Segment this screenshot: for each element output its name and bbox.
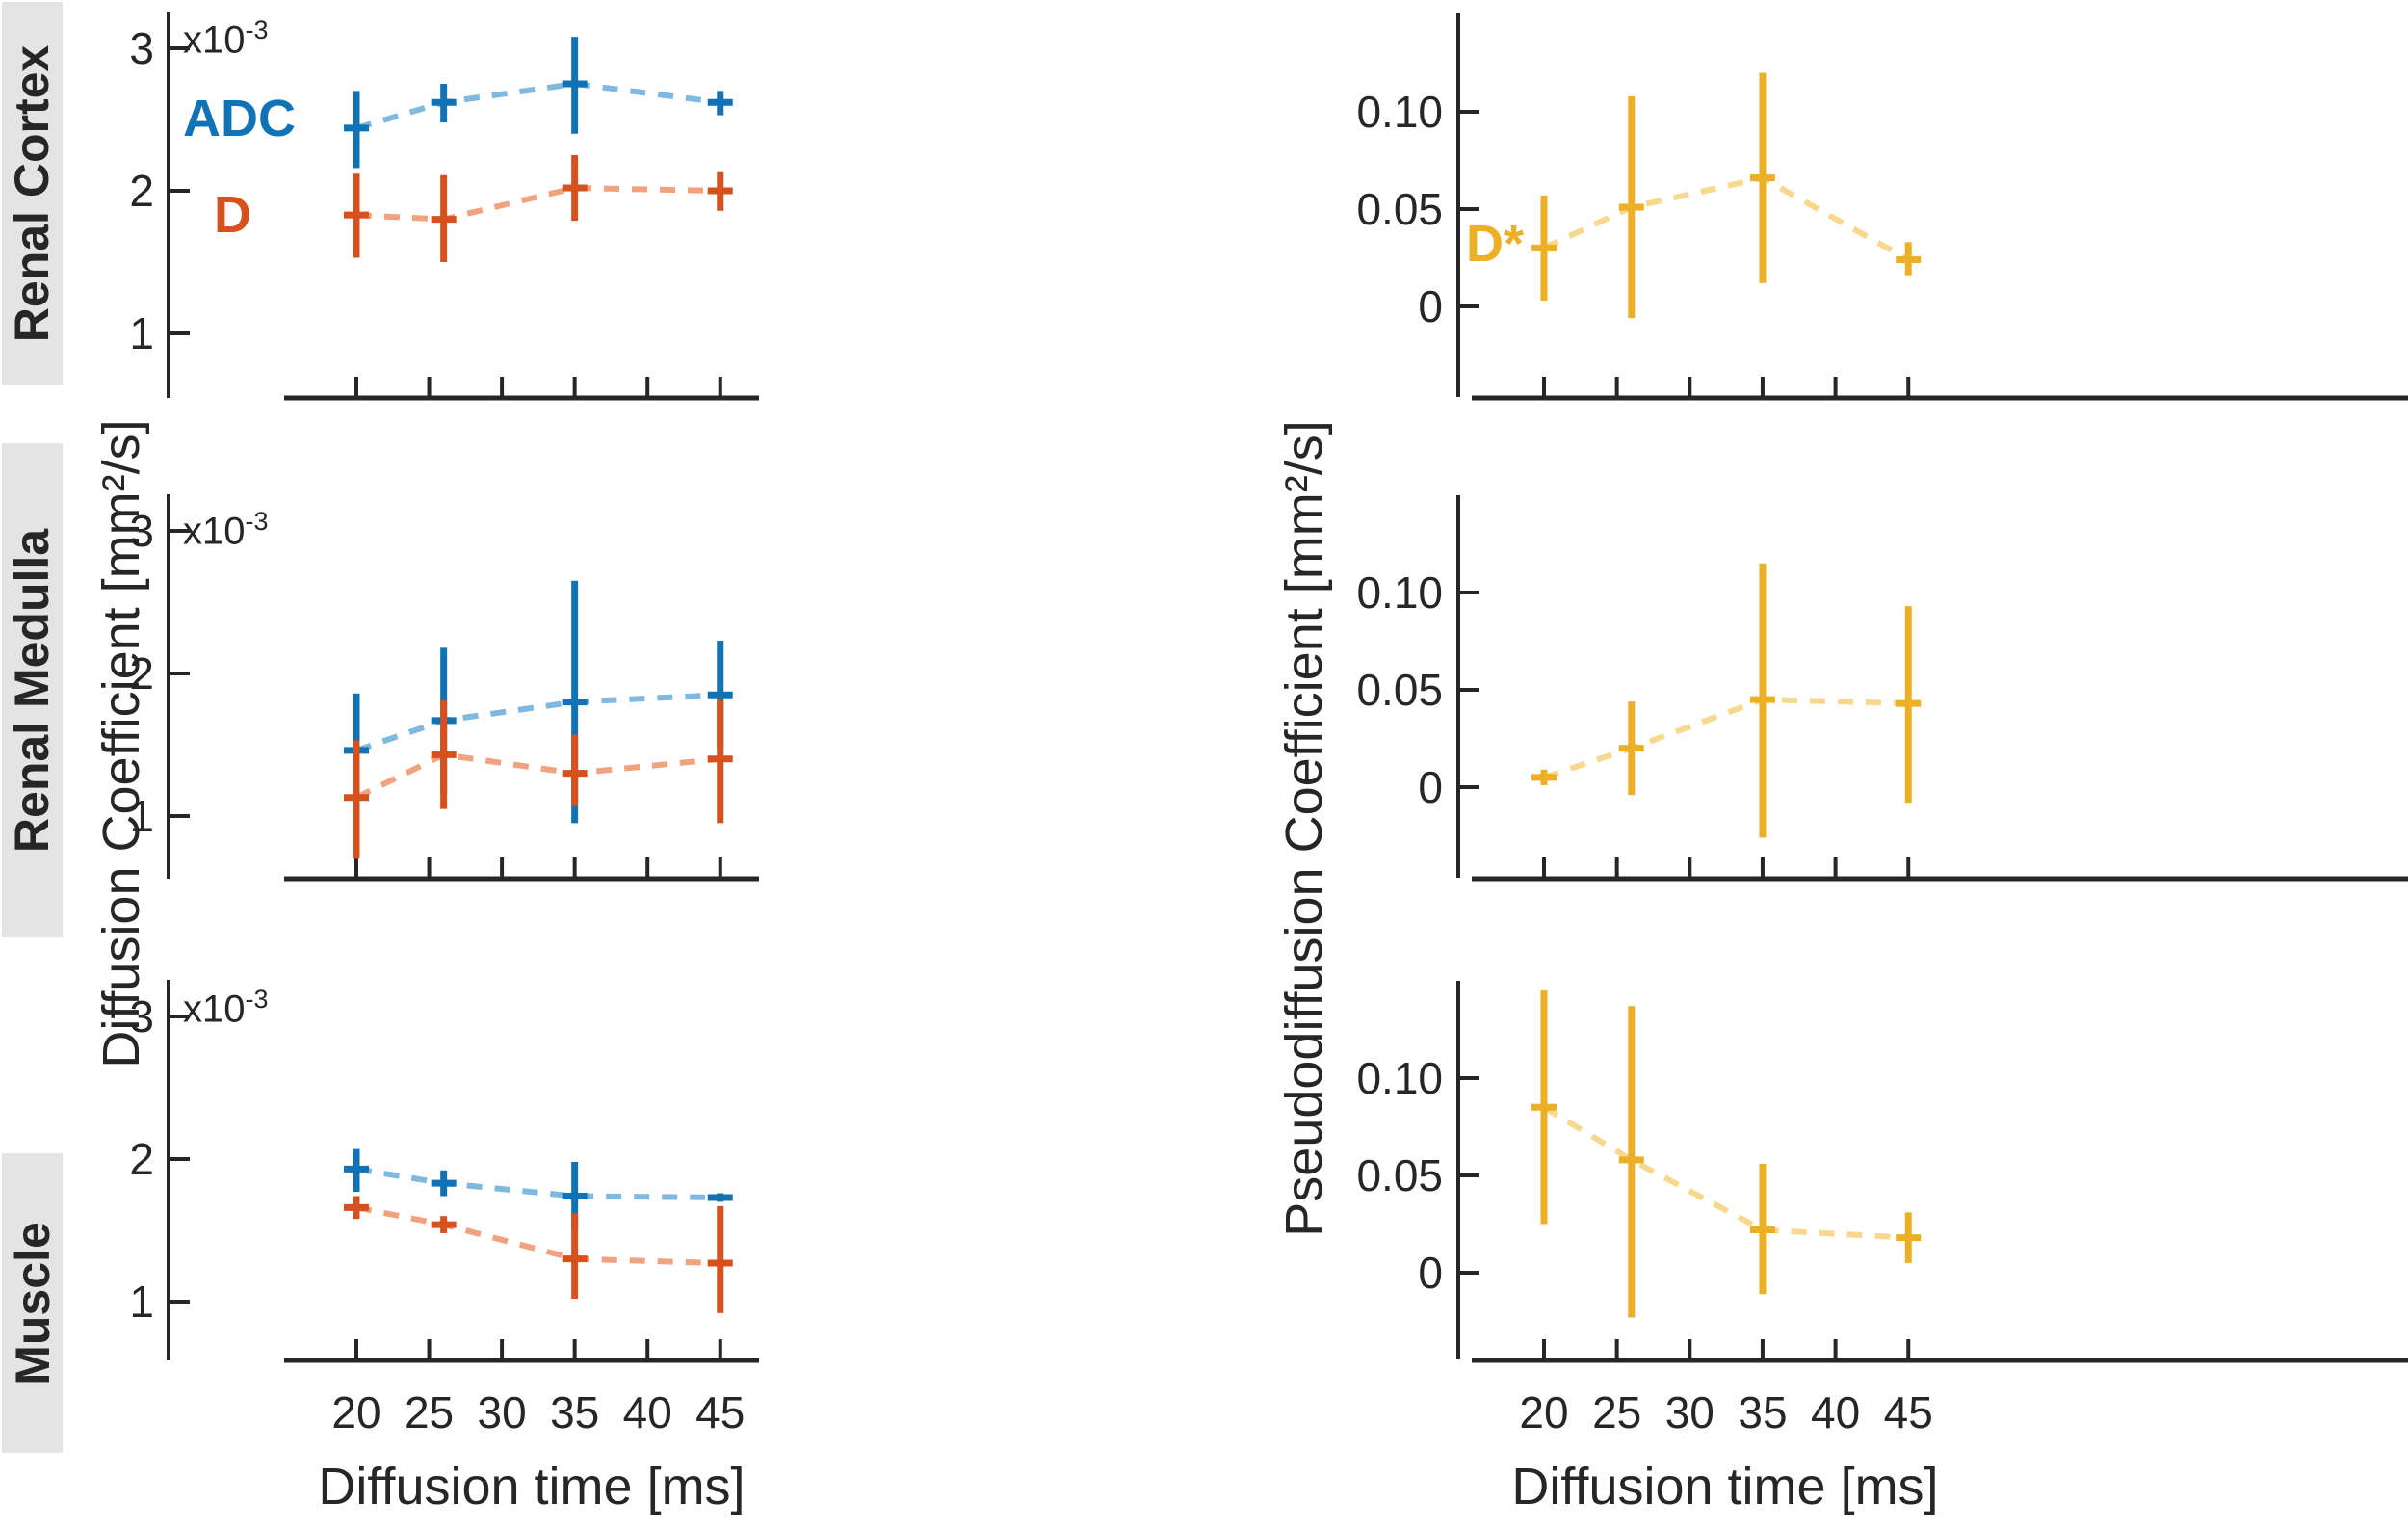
y-tick-label: 2 bbox=[129, 648, 154, 699]
row-label-renal-cortex: Renal Cortex bbox=[5, 44, 60, 343]
trend-line-d bbox=[354, 751, 721, 801]
x-tick-label: 45 bbox=[1884, 1387, 1933, 1437]
y-tick-label: 0 bbox=[1418, 1248, 1443, 1298]
axes-row-3: 3 2 1 20 25 30 35 40 45 0.10 0.05 0 20 25 30 35 40 45 bbox=[129, 980, 2408, 1437]
scale-base: x10 bbox=[183, 18, 246, 62]
row-strip-renal-medulla: Renal Medulla bbox=[2, 443, 63, 937]
legend-d: D bbox=[214, 186, 251, 244]
y-tick-label: 1 bbox=[129, 1277, 154, 1327]
y-tick-label: 1 bbox=[129, 791, 154, 841]
trend-line-dstar bbox=[1543, 697, 1909, 780]
y-tick-label: 0 bbox=[1418, 762, 1443, 812]
x-tick-label: 30 bbox=[1665, 1387, 1714, 1437]
errorbars-adc bbox=[344, 580, 733, 824]
legend-dstar: D* bbox=[1466, 215, 1525, 273]
y-tick-label: 1 bbox=[129, 308, 154, 358]
legend-adc: ADC bbox=[183, 90, 296, 147]
y-tick-label: 0 bbox=[1418, 281, 1443, 331]
panel-cortex-pseudodiffusion bbox=[1531, 72, 1922, 319]
y-tick-label: 2 bbox=[129, 166, 154, 216]
axes-row-1: 3 2 1 0.10 0.05 0 bbox=[129, 12, 2408, 401]
x-tick-label: 40 bbox=[1811, 1387, 1860, 1437]
y-tick-label: 0.05 bbox=[1356, 184, 1443, 234]
y-tick-label: 0.10 bbox=[1356, 87, 1443, 137]
scale-exponent: -3 bbox=[245, 985, 269, 1014]
x-axis-label-left: Diffusion time [ms] bbox=[318, 1458, 746, 1516]
errorbars-d bbox=[344, 1196, 733, 1313]
x-tick-label: 35 bbox=[1738, 1387, 1787, 1437]
scale-base: x10 bbox=[183, 988, 246, 1031]
x-tick-label: 35 bbox=[550, 1387, 599, 1437]
row-label-renal-medulla: Renal Medulla bbox=[5, 528, 60, 853]
y-axis-label-pseudodiffusion: Pseudodiffusion Coefficient [mm²/s] bbox=[1275, 420, 1333, 1237]
row-strip-muscle: Muscle bbox=[2, 1153, 63, 1453]
trend-line-d bbox=[355, 185, 720, 223]
trend-line-dstar bbox=[1542, 1104, 1909, 1241]
x-tick-label: 40 bbox=[623, 1387, 672, 1437]
y-axis-label-diffusion: Diffusion Coefficient [mm²/s] bbox=[92, 419, 150, 1068]
scale-annotation-row2: x10-3 bbox=[183, 507, 269, 553]
scale-annotation-row1: x10-3 bbox=[183, 15, 269, 62]
y-tick-label: 0.05 bbox=[1356, 1150, 1443, 1200]
errorbars-adc bbox=[344, 1148, 733, 1230]
scale-base: x10 bbox=[183, 510, 246, 553]
errorbars-dstar bbox=[1531, 563, 1922, 838]
errorbars-d bbox=[344, 700, 733, 859]
y-tick-label: 0.05 bbox=[1356, 665, 1443, 715]
trend-line-adc bbox=[355, 80, 721, 131]
panel-muscle-diffusion bbox=[344, 1148, 733, 1313]
scale-exponent: -3 bbox=[245, 15, 269, 44]
trend-line-adc bbox=[355, 692, 720, 753]
y-tick-label: 0.10 bbox=[1356, 1053, 1443, 1103]
errorbars-dstar bbox=[1531, 990, 1922, 1318]
trend-line-d bbox=[355, 1204, 720, 1267]
y-tick-label: 2 bbox=[129, 1134, 154, 1184]
trend-line-adc bbox=[355, 1166, 720, 1200]
y-tick-label: 3 bbox=[129, 23, 154, 73]
x-tick-label: 25 bbox=[1592, 1387, 1641, 1437]
panel-medulla-pseudodiffusion bbox=[1531, 563, 1922, 838]
x-tick-label: 25 bbox=[405, 1387, 454, 1437]
y-tick-label: 0.10 bbox=[1356, 567, 1443, 618]
axes-row-2: 3 2 1 0.10 0.05 0 bbox=[129, 494, 2408, 882]
scale-annotation-row3: x10-3 bbox=[183, 985, 269, 1031]
y-tick-label: 3 bbox=[129, 506, 154, 556]
x-tick-label: 20 bbox=[1519, 1387, 1568, 1437]
x-axis-label-right: Diffusion time [ms] bbox=[1511, 1458, 1939, 1516]
row-label-muscle: Muscle bbox=[5, 1221, 60, 1385]
row-strip-renal-cortex: Renal Cortex bbox=[2, 2, 63, 385]
panel-medulla-diffusion bbox=[344, 580, 733, 859]
panel-muscle-pseudodiffusion bbox=[1531, 990, 1922, 1318]
errorbars-dstar bbox=[1531, 72, 1922, 319]
errorbars-adc bbox=[344, 37, 733, 169]
errorbars-d bbox=[344, 155, 733, 262]
panel-cortex-diffusion bbox=[344, 37, 733, 262]
y-tick-label: 3 bbox=[129, 991, 154, 1041]
x-tick-label: 20 bbox=[331, 1387, 380, 1437]
x-tick-label: 30 bbox=[478, 1387, 527, 1437]
trend-line-dstar bbox=[1542, 174, 1910, 263]
scale-exponent: -3 bbox=[245, 507, 269, 536]
x-tick-label: 45 bbox=[695, 1387, 745, 1437]
